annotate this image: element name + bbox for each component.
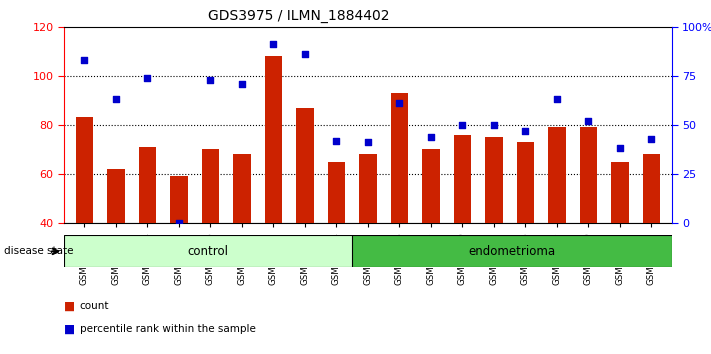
Bar xyxy=(643,154,660,223)
Text: ■: ■ xyxy=(64,323,75,336)
Bar xyxy=(359,154,377,223)
Point xyxy=(205,77,216,82)
Point xyxy=(110,96,122,102)
Text: control: control xyxy=(188,245,228,258)
Point xyxy=(394,100,405,106)
Bar xyxy=(202,149,219,223)
Text: disease state: disease state xyxy=(4,246,73,256)
Point xyxy=(141,75,153,80)
Bar xyxy=(517,142,534,223)
Bar xyxy=(579,127,597,223)
Bar xyxy=(454,135,471,223)
Point xyxy=(425,134,437,139)
Bar xyxy=(486,137,503,223)
Point xyxy=(551,96,562,102)
Point xyxy=(520,128,531,133)
Point xyxy=(173,220,185,226)
Point xyxy=(646,136,657,141)
Bar xyxy=(422,149,439,223)
Bar xyxy=(328,162,345,223)
Point xyxy=(363,139,374,145)
Point xyxy=(488,122,500,128)
Text: ■: ■ xyxy=(64,300,75,313)
Point xyxy=(614,145,626,151)
Text: GDS3975 / ILMN_1884402: GDS3975 / ILMN_1884402 xyxy=(208,9,390,23)
Point xyxy=(331,138,342,143)
Bar xyxy=(107,169,124,223)
Bar xyxy=(233,154,250,223)
Bar xyxy=(548,127,565,223)
Bar xyxy=(139,147,156,223)
Bar xyxy=(296,108,314,223)
Text: endometrioma: endometrioma xyxy=(469,245,555,258)
Text: percentile rank within the sample: percentile rank within the sample xyxy=(80,324,255,334)
Bar xyxy=(171,176,188,223)
Bar xyxy=(76,118,93,223)
Point xyxy=(299,51,311,57)
Bar xyxy=(352,235,672,267)
Point xyxy=(456,122,468,128)
Point xyxy=(268,41,279,47)
Bar xyxy=(64,235,352,267)
Point xyxy=(236,81,247,86)
Bar xyxy=(264,56,282,223)
Bar xyxy=(611,162,629,223)
Point xyxy=(583,118,594,124)
Point xyxy=(79,57,90,63)
Bar xyxy=(391,93,408,223)
Text: count: count xyxy=(80,301,109,311)
